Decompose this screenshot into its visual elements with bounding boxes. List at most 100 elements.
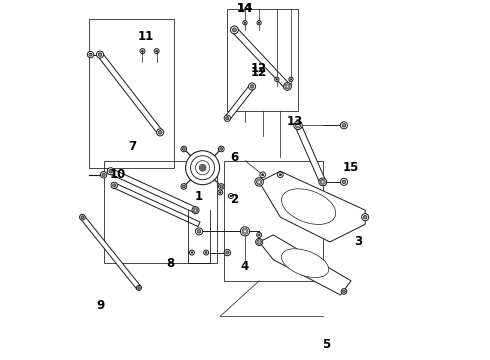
Text: 4: 4 <box>241 260 249 273</box>
Text: 15: 15 <box>343 161 359 174</box>
Circle shape <box>220 148 223 150</box>
Circle shape <box>255 177 264 186</box>
Circle shape <box>258 181 260 183</box>
Circle shape <box>343 290 345 293</box>
Circle shape <box>257 240 262 244</box>
Ellipse shape <box>281 189 336 224</box>
Circle shape <box>109 170 112 173</box>
Circle shape <box>156 50 158 52</box>
Circle shape <box>258 241 260 243</box>
Text: 11: 11 <box>138 31 154 44</box>
Text: 14: 14 <box>237 2 253 15</box>
Circle shape <box>190 250 195 255</box>
Circle shape <box>258 22 260 24</box>
Circle shape <box>224 249 230 256</box>
Circle shape <box>219 146 224 152</box>
Circle shape <box>181 184 187 189</box>
Polygon shape <box>295 124 326 183</box>
Circle shape <box>319 178 327 186</box>
Text: 2: 2 <box>230 193 239 206</box>
Circle shape <box>256 238 263 246</box>
Circle shape <box>195 209 196 211</box>
Circle shape <box>142 50 144 52</box>
Circle shape <box>257 233 262 237</box>
Circle shape <box>219 184 224 189</box>
Polygon shape <box>80 216 141 289</box>
Text: 14: 14 <box>237 2 253 15</box>
Circle shape <box>289 77 293 81</box>
Circle shape <box>191 252 193 253</box>
Text: 5: 5 <box>322 338 330 351</box>
Circle shape <box>182 148 185 150</box>
Circle shape <box>138 287 140 289</box>
Circle shape <box>196 161 210 175</box>
Circle shape <box>248 83 256 90</box>
Circle shape <box>98 53 102 57</box>
Polygon shape <box>113 183 200 226</box>
Circle shape <box>181 146 187 152</box>
Text: 1: 1 <box>195 189 203 203</box>
Circle shape <box>320 179 325 184</box>
Circle shape <box>197 230 201 233</box>
Circle shape <box>294 121 302 130</box>
Circle shape <box>275 77 279 81</box>
Circle shape <box>241 227 249 236</box>
Circle shape <box>342 123 346 127</box>
Circle shape <box>102 173 105 176</box>
Circle shape <box>321 181 324 183</box>
Circle shape <box>341 178 347 185</box>
Circle shape <box>260 172 266 177</box>
Circle shape <box>226 117 229 120</box>
Circle shape <box>100 172 107 178</box>
Circle shape <box>79 215 85 220</box>
Text: 6: 6 <box>230 150 239 163</box>
Bar <box>224 161 323 281</box>
Circle shape <box>191 156 215 180</box>
Circle shape <box>204 250 209 255</box>
Text: 10: 10 <box>110 168 126 181</box>
Circle shape <box>244 230 246 233</box>
Circle shape <box>284 82 292 90</box>
Circle shape <box>286 85 289 87</box>
Text: 7: 7 <box>128 140 136 153</box>
Circle shape <box>205 252 207 253</box>
Circle shape <box>277 172 283 177</box>
Circle shape <box>364 215 367 219</box>
Circle shape <box>186 151 220 185</box>
Circle shape <box>220 185 223 188</box>
Circle shape <box>157 129 164 136</box>
Bar <box>227 9 298 111</box>
Circle shape <box>199 164 206 171</box>
Circle shape <box>290 78 292 80</box>
Circle shape <box>244 22 246 24</box>
Polygon shape <box>259 235 351 295</box>
Circle shape <box>219 192 221 193</box>
Circle shape <box>140 49 145 54</box>
Ellipse shape <box>281 249 329 278</box>
Polygon shape <box>109 169 196 213</box>
Circle shape <box>341 122 347 129</box>
Circle shape <box>218 190 223 195</box>
Text: 12: 12 <box>251 66 267 79</box>
Circle shape <box>97 51 103 58</box>
Circle shape <box>295 122 301 128</box>
Polygon shape <box>232 28 290 89</box>
Circle shape <box>107 168 114 175</box>
Circle shape <box>232 28 236 32</box>
Circle shape <box>297 124 299 127</box>
Circle shape <box>111 182 118 189</box>
Circle shape <box>362 214 368 221</box>
Text: 9: 9 <box>96 299 104 312</box>
Circle shape <box>279 174 281 176</box>
Circle shape <box>257 21 261 25</box>
Circle shape <box>113 184 116 187</box>
Circle shape <box>182 185 185 188</box>
Polygon shape <box>98 53 162 134</box>
Circle shape <box>230 195 232 197</box>
Circle shape <box>342 180 346 184</box>
Circle shape <box>243 21 247 25</box>
Text: 3: 3 <box>354 235 362 248</box>
Circle shape <box>226 251 229 254</box>
Circle shape <box>276 78 278 80</box>
Circle shape <box>230 26 238 34</box>
